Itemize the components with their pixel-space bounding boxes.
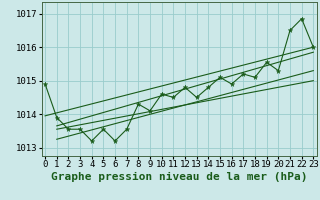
X-axis label: Graphe pression niveau de la mer (hPa): Graphe pression niveau de la mer (hPa) bbox=[51, 172, 308, 182]
